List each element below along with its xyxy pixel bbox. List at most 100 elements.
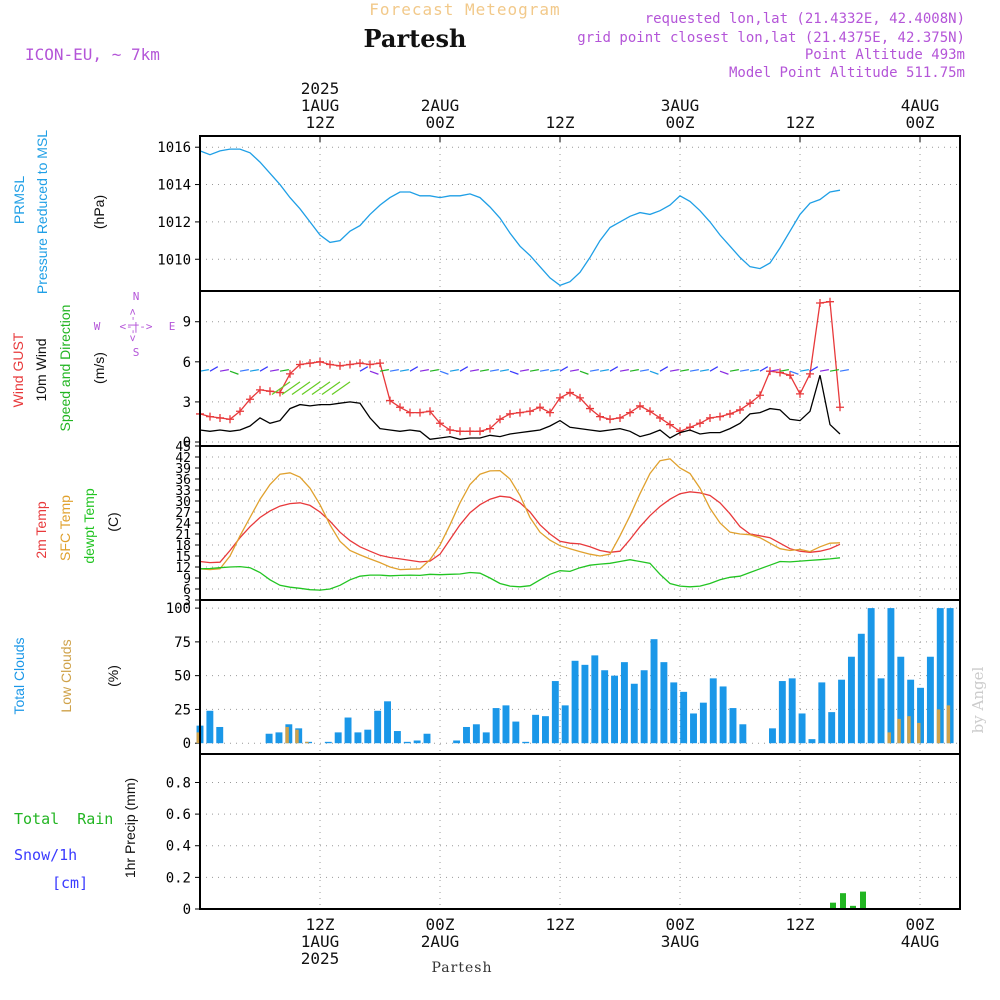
gust-marker (266, 387, 274, 396)
total-clouds-bar (818, 682, 826, 744)
wind-direction-arrow (769, 369, 779, 372)
wind-direction-arrow (469, 369, 479, 372)
total-clouds-bar (620, 662, 628, 744)
wind-direction-arrow (269, 369, 279, 372)
gust-marker (546, 408, 554, 417)
low-clouds-bar (907, 716, 911, 744)
gust-marker (776, 368, 784, 377)
total-clouds-bar (482, 732, 490, 744)
low-clouds-bar (936, 709, 941, 744)
temperature-ytick-label: 15 (175, 550, 191, 565)
gust-marker (496, 415, 504, 424)
wind-direction-arrow (619, 369, 629, 372)
bottom-time-label: 00Z (906, 915, 935, 934)
clouds-ytick-label: 75 (174, 635, 191, 651)
total-clouds-bar (650, 639, 658, 744)
total-clouds-bar (828, 712, 836, 744)
low-clouds-bar (946, 705, 951, 744)
gust-marker (746, 399, 754, 408)
wind-direction-arrow (229, 370, 239, 375)
wind-direction-arrow (389, 369, 399, 372)
wind-direction-arrow (689, 369, 699, 372)
wind-direction-arrow (379, 369, 389, 372)
compass-w: W (94, 320, 101, 333)
gust-marker (696, 419, 704, 428)
wind-direction-arrow (729, 369, 739, 372)
total-clouds-bar (591, 655, 599, 744)
gust-marker (296, 360, 304, 369)
wind10m-label: 10m Wind (33, 338, 49, 401)
total-clouds-bar (946, 608, 954, 744)
total-clouds-bar (907, 679, 915, 744)
pressure-ytick-label: 1012 (157, 215, 191, 231)
top-time-label: 12Z (306, 113, 335, 132)
wind-direction-arrow (311, 381, 331, 395)
gust-label: Wind GUST (10, 332, 26, 407)
wind-direction-arrow (739, 369, 749, 372)
gust-marker (216, 413, 224, 422)
gust-marker (516, 408, 524, 417)
total-clouds-bar (660, 662, 668, 744)
low-clouds-bar (196, 732, 200, 744)
wind-direction-arrow (331, 381, 351, 395)
wind-direction-arrow (799, 369, 809, 372)
wind-direction-arrow (199, 369, 209, 372)
gust-marker (806, 369, 814, 378)
wind-direction-arrow (649, 370, 659, 375)
wind-direction-arrow (489, 369, 499, 372)
gust-marker (566, 388, 574, 397)
gust-marker (396, 403, 404, 412)
temperature-labels: 2m Temp SFC Temp dewpt Temp (C) (33, 488, 121, 563)
clouds-panel: 0 25 50 75 100 (166, 599, 961, 755)
top-time-label: 2AUG (421, 96, 460, 115)
bottom-time-label: 12Z (306, 915, 335, 934)
gust-marker (796, 389, 804, 398)
total-clouds-bar (838, 679, 846, 744)
wind-direction-arrow (281, 381, 301, 395)
gust-marker (706, 413, 714, 422)
pressure-ytick-label: 1014 (157, 178, 191, 194)
temperature-ytick-label: 24 (175, 517, 191, 532)
gust-marker (336, 361, 344, 370)
wind-direction-arrow (659, 366, 669, 372)
wind-direction-arrow (399, 369, 409, 372)
gust-marker (596, 412, 604, 421)
clouds-ytick-label: 0 (183, 736, 191, 752)
gust-marker (486, 424, 494, 433)
pressure-ytick-label: 1010 (157, 252, 191, 268)
total-clouds-bar (936, 608, 944, 744)
top-time-label: 00Z (426, 113, 455, 132)
wind-direction-arrow (301, 381, 321, 395)
temperature-ytick-label: 30 (175, 495, 191, 510)
pressure-panel: 1010 1012 1014 1016 (157, 135, 961, 292)
total-clouds-bar (324, 741, 332, 744)
wind-direction-arrow (279, 369, 289, 372)
total-rain-label: Total Rain (14, 810, 113, 828)
total-clouds-bar (384, 701, 391, 744)
total-clouds-bar (522, 741, 530, 744)
low-clouds-label: Low Clouds (58, 639, 74, 712)
wind-direction-arrow (459, 366, 469, 372)
total-clouds-label: Total Clouds (11, 637, 27, 714)
total-clouds-bar (690, 713, 697, 744)
pressure-frame (199, 135, 961, 292)
wind-direction-arrow (839, 369, 849, 372)
total-clouds-bar (512, 721, 520, 744)
bottom-location: Partesh (432, 960, 493, 976)
total-clouds-bar (729, 708, 737, 744)
total-clouds-bar (413, 740, 421, 744)
gust-marker (726, 409, 734, 418)
temp-unit: (C) (105, 512, 121, 531)
gust-marker (666, 420, 674, 429)
total-clouds-bar (897, 656, 905, 744)
compass-arrow: <-|-> (126, 308, 139, 341)
total-clouds-bar (354, 732, 362, 744)
low-clouds-bar (295, 729, 299, 744)
model-altitude: Model Point Altitude 511.75m (729, 65, 965, 81)
wind-labels: Wind GUST 10m Wind Speed and Direction (… (10, 290, 175, 431)
wind-direction-arrow (699, 369, 709, 372)
gust-marker (446, 425, 454, 434)
pressure-unit: (hPa) (91, 195, 107, 229)
rain-bar (850, 905, 856, 909)
gust-marker (276, 388, 284, 397)
